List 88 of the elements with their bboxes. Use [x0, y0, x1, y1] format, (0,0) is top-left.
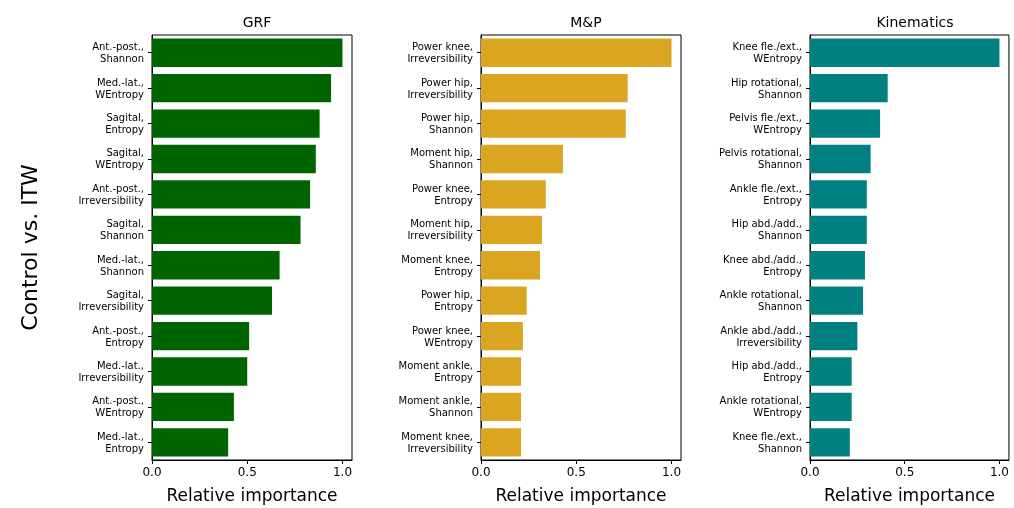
y-tick-label: Power knee, Irreversibility	[407, 41, 474, 65]
x-tick-label: 1.0	[989, 465, 1009, 479]
bar	[152, 428, 229, 457]
bar	[810, 286, 864, 315]
y-tick-label: Pelvis fle./ext., WEntropy	[729, 112, 803, 136]
bar	[152, 38, 343, 67]
bar	[481, 286, 527, 315]
x-tick-label: 0.0	[471, 465, 491, 479]
bar	[152, 215, 301, 244]
x-tick-label: 0.5	[566, 465, 586, 479]
y-tick-label: Moment ankle, Entropy	[398, 359, 474, 383]
bar	[152, 392, 234, 422]
x-tick-label: 1.0	[332, 465, 353, 479]
y-tick-label: Ankle rotational, Shannon	[719, 289, 802, 313]
bar	[810, 73, 888, 103]
chart-title: M&P	[570, 14, 602, 30]
y-axis-title: Control vs. ITW	[16, 163, 42, 331]
bar	[810, 180, 867, 209]
x-tick-label: 1.0	[661, 465, 682, 479]
bar	[481, 321, 523, 351]
bar	[152, 144, 316, 174]
bar	[810, 428, 850, 457]
y-tick-label: Moment hip, Irreversibility	[407, 218, 474, 242]
y-tick-label: Sagital, Irreversibility	[78, 289, 145, 313]
bar	[481, 109, 626, 138]
x-axis-title: Relative importance	[495, 484, 667, 505]
bar	[481, 215, 542, 244]
bar	[810, 321, 858, 351]
y-tick-label: Knee fle./ext., Shannon	[732, 430, 802, 454]
bar	[152, 286, 272, 315]
y-tick-label: Hip rotational, Shannon	[730, 76, 802, 100]
bar	[481, 251, 541, 280]
bar	[481, 73, 628, 103]
x-tick-label: 0.0	[142, 465, 162, 479]
y-tick-label: Knee abd./add., Entropy	[723, 253, 803, 277]
y-tick-label: Hip abd./add., Shannon	[731, 218, 802, 242]
y-tick-label: Med.-lat., WEntropy	[95, 76, 145, 100]
bar	[810, 215, 867, 244]
bar	[810, 251, 865, 280]
y-tick-label: Med.-lat., Entropy	[96, 430, 145, 454]
y-tick-label: Med.-lat., Irreversibility	[78, 359, 145, 383]
y-tick-label: Hip abd./add., Entropy	[731, 359, 803, 383]
bar	[810, 392, 852, 422]
bar	[152, 357, 248, 386]
y-tick-label: Power knee, Entropy	[411, 182, 474, 206]
y-tick-label: Knee fle./ext., WEntropy	[732, 41, 803, 65]
y-tick-label: Sagital, Shannon	[100, 218, 144, 242]
y-tick-label: Moment knee, Entropy	[401, 253, 474, 277]
bar	[152, 109, 320, 138]
x-tick-label: 0.0	[800, 465, 820, 479]
y-tick-label: Moment hip, Shannon	[410, 147, 473, 171]
x-tick-label: 0.5	[237, 465, 257, 479]
y-tick-label: Power hip, Shannon	[420, 112, 473, 136]
bar	[481, 180, 546, 209]
y-tick-label: Ankle fle./ext., Entropy	[729, 182, 803, 206]
bar	[481, 144, 563, 174]
y-tick-label: Pelvis rotational, Shannon	[719, 147, 802, 171]
bar	[152, 251, 280, 280]
y-tick-label: Ant.-post., WEntropy	[92, 395, 145, 419]
y-tick-label: Power hip, Irreversibility	[407, 76, 474, 100]
chart-title: GRF	[242, 14, 272, 30]
y-tick-label: Moment knee, Irreversibility	[401, 430, 474, 454]
y-tick-label: Sagital, WEntropy	[95, 147, 145, 171]
y-tick-label: Sagital, Entropy	[105, 112, 145, 136]
y-tick-label: Ankle abd./add., Irreversibility	[720, 324, 803, 348]
y-tick-label: Ankle rotational, WEntropy	[719, 395, 803, 419]
chart-title: Kinematics	[876, 14, 954, 30]
bar	[810, 109, 881, 138]
bar	[152, 180, 311, 209]
x-tick-label: 0.5	[895, 465, 915, 479]
bar	[152, 321, 250, 351]
y-tick-label: Power knee, WEntropy	[411, 324, 474, 348]
bar	[152, 73, 332, 103]
bar	[810, 38, 1000, 67]
bar	[810, 357, 852, 386]
x-axis-title: Relative importance	[166, 484, 338, 505]
bar	[810, 144, 871, 174]
y-tick-label: Moment ankle, Shannon	[398, 395, 473, 419]
bar	[481, 392, 521, 422]
bar	[481, 357, 521, 386]
y-tick-label: Ant.-post., Shannon	[92, 41, 144, 65]
bar	[481, 38, 672, 67]
y-tick-label: Power hip, Entropy	[420, 289, 474, 313]
y-tick-label: Ant.-post., Irreversibility	[78, 182, 145, 206]
y-tick-label: Med.-lat., Shannon	[96, 253, 144, 277]
y-tick-label: Ant.-post., Entropy	[92, 324, 145, 348]
x-axis-title: Relative importance	[823, 484, 996, 505]
bar	[481, 428, 521, 457]
